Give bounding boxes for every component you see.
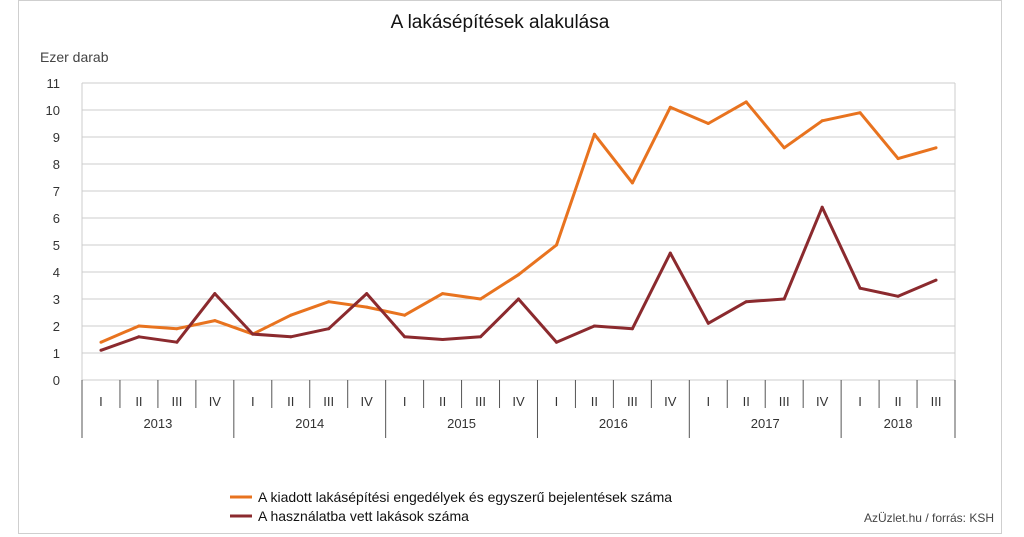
data-point xyxy=(934,278,938,282)
data-point xyxy=(365,305,369,309)
quarter-label: II xyxy=(439,394,446,409)
y-tick-label: 10 xyxy=(46,103,60,118)
data-point xyxy=(441,292,445,296)
data-point xyxy=(782,146,786,150)
quarter-label: III xyxy=(931,394,942,409)
data-point xyxy=(706,122,710,125)
chart-frame xyxy=(18,0,1002,534)
series-line-completed xyxy=(100,205,937,352)
quarter-label: IV xyxy=(816,394,829,409)
data-point xyxy=(706,321,710,325)
quarter-label: I xyxy=(555,394,559,409)
quarter-label: II xyxy=(591,394,598,409)
y-tick-label: 0 xyxy=(53,373,60,388)
data-point xyxy=(213,292,217,296)
quarter-label: II xyxy=(287,394,294,409)
year-label: 2017 xyxy=(751,416,780,431)
data-point xyxy=(479,335,483,339)
data-point xyxy=(137,335,141,339)
data-point xyxy=(365,292,369,296)
legend-label-completed: A használatba vett lakások száma xyxy=(258,508,469,524)
legend: A kiadott lakásépítési engedélyek és egy… xyxy=(230,489,672,524)
y-axis-label: Ezer darab xyxy=(40,49,109,65)
data-point xyxy=(820,205,824,209)
data-point xyxy=(517,273,520,277)
data-point xyxy=(744,100,748,104)
data-point xyxy=(327,300,331,304)
quarter-label: I xyxy=(251,394,255,409)
data-point xyxy=(517,297,520,301)
y-tick-label: 11 xyxy=(47,76,61,91)
year-label: 2015 xyxy=(447,416,476,431)
data-point xyxy=(137,324,141,328)
y-tick-label: 3 xyxy=(53,292,60,307)
quarter-label: II xyxy=(894,394,901,409)
data-point xyxy=(289,335,293,339)
year-label: 2013 xyxy=(143,416,172,431)
quarter-label: I xyxy=(858,394,862,409)
chart-title: A lakásépítések alakulása xyxy=(391,12,610,33)
data-point xyxy=(403,335,407,339)
quarter-label: I xyxy=(99,394,103,409)
data-point xyxy=(99,340,103,344)
data-point xyxy=(668,105,672,109)
data-point xyxy=(782,297,786,301)
data-point xyxy=(554,340,558,344)
data-point xyxy=(896,157,900,161)
quarter-label: III xyxy=(171,394,182,409)
quarter-label: IV xyxy=(209,394,222,409)
data-point xyxy=(630,181,634,185)
y-tick-labels: 0 1 2 3 4 5 6 7 8 9 10 11 xyxy=(46,76,60,388)
source-note: AzÜzlet.hu / forrás: KSH xyxy=(864,511,994,525)
data-point xyxy=(251,332,255,336)
data-point xyxy=(327,327,331,331)
legend-label-permits: A kiadott lakásépítési engedélyek és egy… xyxy=(258,489,672,505)
data-point xyxy=(630,327,634,331)
data-point xyxy=(99,348,103,352)
y-tick-label: 4 xyxy=(53,265,60,280)
data-point xyxy=(896,294,900,298)
data-point xyxy=(479,297,483,301)
y-tick-label: 8 xyxy=(53,157,60,172)
data-point xyxy=(289,313,293,317)
y-tick-label: 7 xyxy=(53,184,60,199)
data-point xyxy=(403,313,407,317)
data-point xyxy=(744,300,748,304)
data-point xyxy=(592,132,596,136)
y-tick-label: 2 xyxy=(53,319,60,334)
quarter-label: II xyxy=(135,394,142,409)
quarter-label: III xyxy=(323,394,334,409)
quarter-label: IV xyxy=(361,394,374,409)
quarter-label: II xyxy=(743,394,750,409)
data-point xyxy=(934,146,938,150)
x-axis: I II III IV I II III IV I II III IV I II III IV I II III IV… xyxy=(81,380,956,438)
year-label: 2018 xyxy=(884,416,913,431)
data-point xyxy=(820,119,824,123)
data-point xyxy=(858,111,862,115)
quarter-label: III xyxy=(627,394,638,409)
data-point xyxy=(668,251,672,255)
quarter-label: I xyxy=(403,394,407,409)
data-point xyxy=(858,286,862,290)
quarter-label: IV xyxy=(512,394,525,409)
quarter-label: I xyxy=(706,394,710,409)
data-point xyxy=(213,319,217,323)
y-tick-label: 9 xyxy=(53,130,60,145)
data-point xyxy=(175,340,179,344)
year-label: 2014 xyxy=(295,416,324,431)
data-point xyxy=(554,243,558,247)
grid xyxy=(81,82,956,381)
quarter-label: III xyxy=(475,394,486,409)
y-tick-label: 5 xyxy=(53,238,60,253)
quarter-label: IV xyxy=(664,394,677,409)
data-point xyxy=(175,327,179,331)
quarter-label: III xyxy=(779,394,790,409)
series-lines xyxy=(99,100,938,352)
data-point xyxy=(592,324,596,328)
y-tick-label: 1 xyxy=(53,346,60,361)
year-label: 2016 xyxy=(599,416,628,431)
data-point xyxy=(441,338,445,341)
y-tick-label: 6 xyxy=(53,211,60,226)
